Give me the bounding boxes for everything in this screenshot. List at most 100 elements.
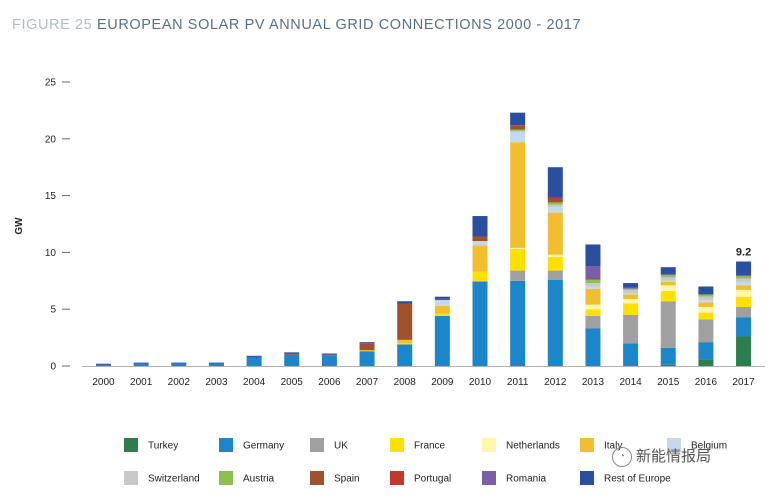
bar-segment xyxy=(736,336,752,366)
legend-swatch xyxy=(219,471,233,485)
legend: Turkey Germany UK France Netherlands Italy Bel… xyxy=(124,438,727,485)
bar-segment xyxy=(736,278,752,282)
legend-swatch xyxy=(219,438,233,452)
legend-label: Rest of Europe xyxy=(604,474,671,485)
figure-title: EUROPEAN SOLAR PV ANNUAL GRID CONNECTION… xyxy=(96,17,582,33)
legend-item: France xyxy=(390,438,446,452)
bar-stack xyxy=(397,301,413,366)
legend-swatch xyxy=(124,438,138,452)
bar-segment xyxy=(397,343,413,345)
bar-segment xyxy=(359,342,375,344)
legend-item: Netherlands xyxy=(482,438,560,452)
bar-segment xyxy=(434,298,450,301)
bar-segment xyxy=(321,354,337,356)
bar-segment xyxy=(510,142,526,248)
bar-segment xyxy=(698,302,714,307)
bar-segment xyxy=(510,280,526,366)
legend-swatch xyxy=(667,438,681,452)
bar-segment xyxy=(736,306,752,318)
x-tick-label: 2014 xyxy=(619,377,642,388)
bar-segment xyxy=(434,316,450,366)
bar-segment xyxy=(585,309,601,317)
bar-segment xyxy=(585,288,601,305)
legend-label: Switzerland xyxy=(148,474,200,485)
bar-segment xyxy=(510,270,526,281)
bar-segment xyxy=(246,356,262,359)
legend-swatch xyxy=(124,471,138,485)
bar-segment xyxy=(547,202,563,205)
x-tick-label: 2004 xyxy=(243,377,266,388)
bar-segment xyxy=(133,362,149,364)
bar-segment xyxy=(472,236,488,242)
x-tick-label: 2002 xyxy=(168,377,191,388)
bar-segment xyxy=(698,296,714,301)
bar-segment xyxy=(359,343,375,351)
bar-segment xyxy=(585,328,601,366)
bar-segment xyxy=(623,303,639,315)
legend-item: Portugal xyxy=(390,471,451,485)
bar-segment xyxy=(660,301,676,348)
bar-segment xyxy=(660,364,676,366)
bar-segment xyxy=(510,248,526,271)
bar-segment xyxy=(547,197,563,200)
x-tick-label: 2003 xyxy=(205,377,228,388)
y-tick-label: 10 xyxy=(45,248,57,259)
legend-item: Rest of Europe xyxy=(580,471,671,485)
bar-segment xyxy=(434,300,450,306)
bar-segment xyxy=(736,261,752,276)
bar-segment xyxy=(171,362,187,364)
wechat-icon: ◔ xyxy=(612,447,632,468)
legend-swatch xyxy=(482,438,496,452)
bar-segment xyxy=(547,212,563,255)
x-tick-label: 2005 xyxy=(281,377,304,388)
watermark-text: 新能情报局 xyxy=(636,448,712,465)
bar-segment xyxy=(623,294,639,299)
bar-stack xyxy=(133,362,149,366)
legend-label: Germany xyxy=(243,441,284,452)
bar-segment xyxy=(585,266,601,279)
bar-segment xyxy=(397,301,413,304)
bar-segment xyxy=(736,296,752,307)
x-tick-label: 2000 xyxy=(92,377,115,388)
bar-segment xyxy=(623,314,639,344)
y-axis-label: GW xyxy=(14,217,25,235)
x-tick-label: 2008 xyxy=(394,377,417,388)
bar-segment xyxy=(660,281,676,286)
legend-label: Romania xyxy=(506,474,546,485)
bar-segment xyxy=(585,304,601,310)
legend-label: Spain xyxy=(334,474,360,485)
bar-segment xyxy=(660,267,676,274)
bar-segment xyxy=(510,131,526,143)
bar-stack xyxy=(246,355,262,366)
data-label: 9.2 xyxy=(736,246,751,258)
chart-title: FIGURE 25 EUROPEAN SOLAR PV ANNUAL GRID … xyxy=(12,17,581,33)
legend-item: Spain xyxy=(310,471,360,485)
legend-item: Italy xyxy=(580,438,622,452)
bar-stack xyxy=(171,362,187,366)
bar-segment xyxy=(698,342,714,360)
x-tick-label: 2010 xyxy=(469,377,492,388)
x-tick-label: 2013 xyxy=(582,377,605,388)
bar-segment xyxy=(96,364,111,366)
bar-segment xyxy=(585,286,601,289)
figure-label: FIGURE 25 xyxy=(12,17,93,33)
bar-segment xyxy=(736,275,752,277)
legend-label: Turkey xyxy=(148,441,178,452)
bar-stack xyxy=(623,283,639,366)
legend-item: Romania xyxy=(482,471,546,485)
bar-stack xyxy=(472,216,488,366)
bar-segment xyxy=(736,276,752,279)
bar-segment xyxy=(547,199,563,203)
bar-segment xyxy=(623,293,639,295)
y-tick-label: 25 xyxy=(45,78,57,89)
y-tick-label: 5 xyxy=(50,305,56,316)
watermark: ◔ 新能情报局 xyxy=(612,445,712,468)
x-tick-label: 2015 xyxy=(657,377,680,388)
x-tick-label: 2006 xyxy=(318,377,341,388)
bar-stack xyxy=(660,267,676,366)
x-tick-label: 2007 xyxy=(356,377,379,388)
bar-segment xyxy=(623,298,639,304)
legend-label: Belgium xyxy=(691,441,727,452)
bar-segment xyxy=(472,245,488,272)
x-tick-label: 2009 xyxy=(431,377,454,388)
